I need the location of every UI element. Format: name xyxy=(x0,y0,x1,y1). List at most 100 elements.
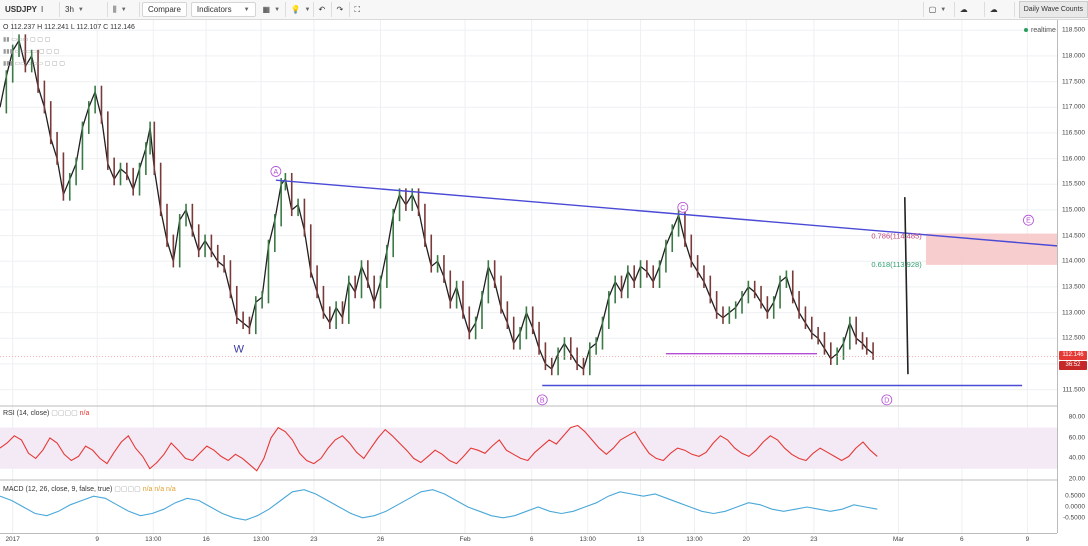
chevron-down-icon: ▼ xyxy=(243,6,250,13)
chevron-down-icon: ▼ xyxy=(274,6,281,13)
rsi-band xyxy=(0,427,1057,469)
price-axis-label: 113.500 xyxy=(1061,283,1085,291)
rsi-controls-icon: ▢▢▢▢ xyxy=(51,410,80,417)
price-axis-label: 118.000 xyxy=(1061,52,1085,60)
time-axis-label: 13:00 xyxy=(579,536,596,543)
rsi-series xyxy=(0,424,878,472)
time-axis-label: Mar xyxy=(892,536,905,543)
price-axis-label: 20.00 xyxy=(1068,475,1085,483)
ichimoku-indicator-label[interactable]: ▮▮▮ ▭▭▭▭▭ ▢ ▢ ▢ xyxy=(3,61,65,67)
svg-text:E: E xyxy=(1026,218,1031,225)
template-icon: ▦ xyxy=(262,5,271,14)
svg-text:W: W xyxy=(234,344,245,356)
symbol-label: USDJPY xyxy=(5,5,38,14)
time-axis[interactable]: 2017 9 13:00 16 13:00 23 26 Feb 6 13:00 13 13:00 20 2… xyxy=(0,533,1057,546)
macd-controls-icon: ▢▢▢▢ xyxy=(114,486,143,493)
upper-trendline[interactable] xyxy=(275,179,1057,247)
wave-label-b[interactable]: B xyxy=(536,394,548,406)
time-axis-label: 2017 xyxy=(5,536,20,543)
price-axis-label: 60.00 xyxy=(1068,434,1085,442)
indicators-button[interactable]: Indicators ▼ xyxy=(190,2,256,17)
templates-button[interactable]: ▦ ▼ xyxy=(258,2,286,17)
fib-level-label: 0.618(113.928) xyxy=(871,260,922,269)
chevron-down-icon: ▼ xyxy=(77,6,84,13)
price-axis-label: 0.0000 xyxy=(1065,503,1085,511)
price-axis-label: 40.00 xyxy=(1068,454,1085,462)
cloud-upload-icon: ☁ xyxy=(989,5,998,14)
top-toolbar: USDJPY I 3h ▼ ⫼ ▼ Compare Indicators ▼ ▦… xyxy=(0,0,1088,20)
undo-button[interactable]: ↶ xyxy=(314,2,332,17)
time-axis-label: 23 xyxy=(310,536,318,543)
countdown-tag: 36:52 xyxy=(1059,361,1087,371)
symbol-search[interactable]: USDJPY I xyxy=(0,2,60,17)
time-axis-label: Feb xyxy=(459,536,471,543)
price-axis-label: 111.500 xyxy=(1062,386,1085,394)
price-axis[interactable]: 111.500112.000112.500113.000113.500114.0… xyxy=(1057,20,1088,533)
chevron-down-icon: ▼ xyxy=(304,6,311,13)
chevron-down-icon: ▼ xyxy=(120,6,127,13)
price-axis-label: 112.500 xyxy=(1061,334,1085,342)
price-axis-label: 118.500 xyxy=(1061,26,1085,34)
time-axis-label: 16 xyxy=(202,536,210,543)
interval-select[interactable]: 3h ▼ xyxy=(60,2,108,17)
time-axis-label: 6 xyxy=(960,536,964,543)
svg-text:A: A xyxy=(274,169,279,176)
time-axis-label: 9 xyxy=(1025,536,1030,543)
chart-area[interactable]: A B C D E W 0.786(114.485) 0.618(113.928) xyxy=(0,20,1057,533)
price-bars xyxy=(5,34,874,376)
macd-pane-title[interactable]: MACD (12, 26, close, 9, false, true) ▢▢▢… xyxy=(3,485,176,493)
ma-indicator-label[interactable]: ▮▮ ▭▭▭ ▢ ▢ ▢ xyxy=(3,37,51,43)
price-series xyxy=(0,38,874,371)
time-axis-label: 26 xyxy=(376,536,385,543)
status-dot-icon xyxy=(1024,28,1028,32)
cloud-button[interactable]: ☁ xyxy=(955,2,985,17)
save-cloud-button[interactable]: ☁ xyxy=(985,2,1015,17)
undo-icon: ↶ xyxy=(318,5,326,14)
compare-label: Compare xyxy=(148,5,181,14)
wave-label-e[interactable]: E xyxy=(1023,214,1034,226)
redo-button[interactable]: ↷ xyxy=(332,2,350,17)
price-axis-label: 114.000 xyxy=(1061,257,1085,265)
price-axis-label: 117.500 xyxy=(1061,78,1085,86)
macd-series xyxy=(0,489,878,521)
price-axis-label: 0.5000 xyxy=(1065,492,1085,500)
indicators-label: Indicators xyxy=(196,5,232,14)
price-axis-label: 115.000 xyxy=(1061,206,1085,214)
wave-label-w[interactable]: W xyxy=(234,344,245,356)
compare-button[interactable]: Compare xyxy=(142,2,187,17)
realtime-label: realtime xyxy=(1031,27,1056,34)
rsi-value: n/a xyxy=(79,410,90,417)
wave-label-a[interactable]: A xyxy=(270,166,282,177)
interval-label: 3h xyxy=(65,5,74,14)
price-axis-label: 117.000 xyxy=(1061,103,1085,111)
svg-text:B: B xyxy=(540,397,545,404)
chevron-down-icon: ▼ xyxy=(940,6,947,13)
fib-target-zone xyxy=(925,233,1057,265)
time-axis-label: 13:00 xyxy=(686,536,703,543)
price-axis-label: 115.500 xyxy=(1061,180,1085,188)
layout-name-button[interactable]: Daily Wave Counts xyxy=(1018,1,1088,18)
zigzag-indicator-label[interactable]: ▮▮▮ ▭▭▭▭ ▢ ▢ ▢ xyxy=(3,49,60,55)
price-axis-label: 116.500 xyxy=(1061,129,1085,137)
cloud-icon: ☁ xyxy=(959,5,968,14)
fullscreen-button[interactable]: ⛶ xyxy=(350,2,368,17)
macd-title: MACD (12, 26, close, 9, false, true) xyxy=(3,486,113,493)
alert-button[interactable]: 💡 ▼ xyxy=(286,2,314,17)
svg-text:D: D xyxy=(884,397,889,404)
time-axis-label: 20 xyxy=(742,536,750,543)
fullscreen-icon: ⛶ xyxy=(354,4,361,14)
rsi-title: RSI (14, close) xyxy=(3,410,50,417)
bar-style-button[interactable]: ⫼ ▼ xyxy=(108,2,140,17)
fib-level-label: 0.786(114.485) xyxy=(871,231,922,240)
layout-button[interactable]: ▢ ▼ xyxy=(922,2,955,17)
time-axis-label: 13:00 xyxy=(252,536,270,543)
wave-label-c[interactable]: C xyxy=(677,201,689,213)
time-axis-label: 13:00 xyxy=(145,536,162,543)
time-axis-label: 6 xyxy=(529,536,534,543)
rsi-pane-title[interactable]: RSI (14, close) ▢▢▢▢ n/a xyxy=(3,409,89,417)
candles-icon: ⫼ xyxy=(113,4,117,14)
vertical-marker-line[interactable] xyxy=(903,197,909,375)
time-axis-label: 9 xyxy=(95,536,100,543)
lightbulb-icon: 💡 xyxy=(290,5,301,14)
wave-label-d[interactable]: D xyxy=(881,394,893,406)
